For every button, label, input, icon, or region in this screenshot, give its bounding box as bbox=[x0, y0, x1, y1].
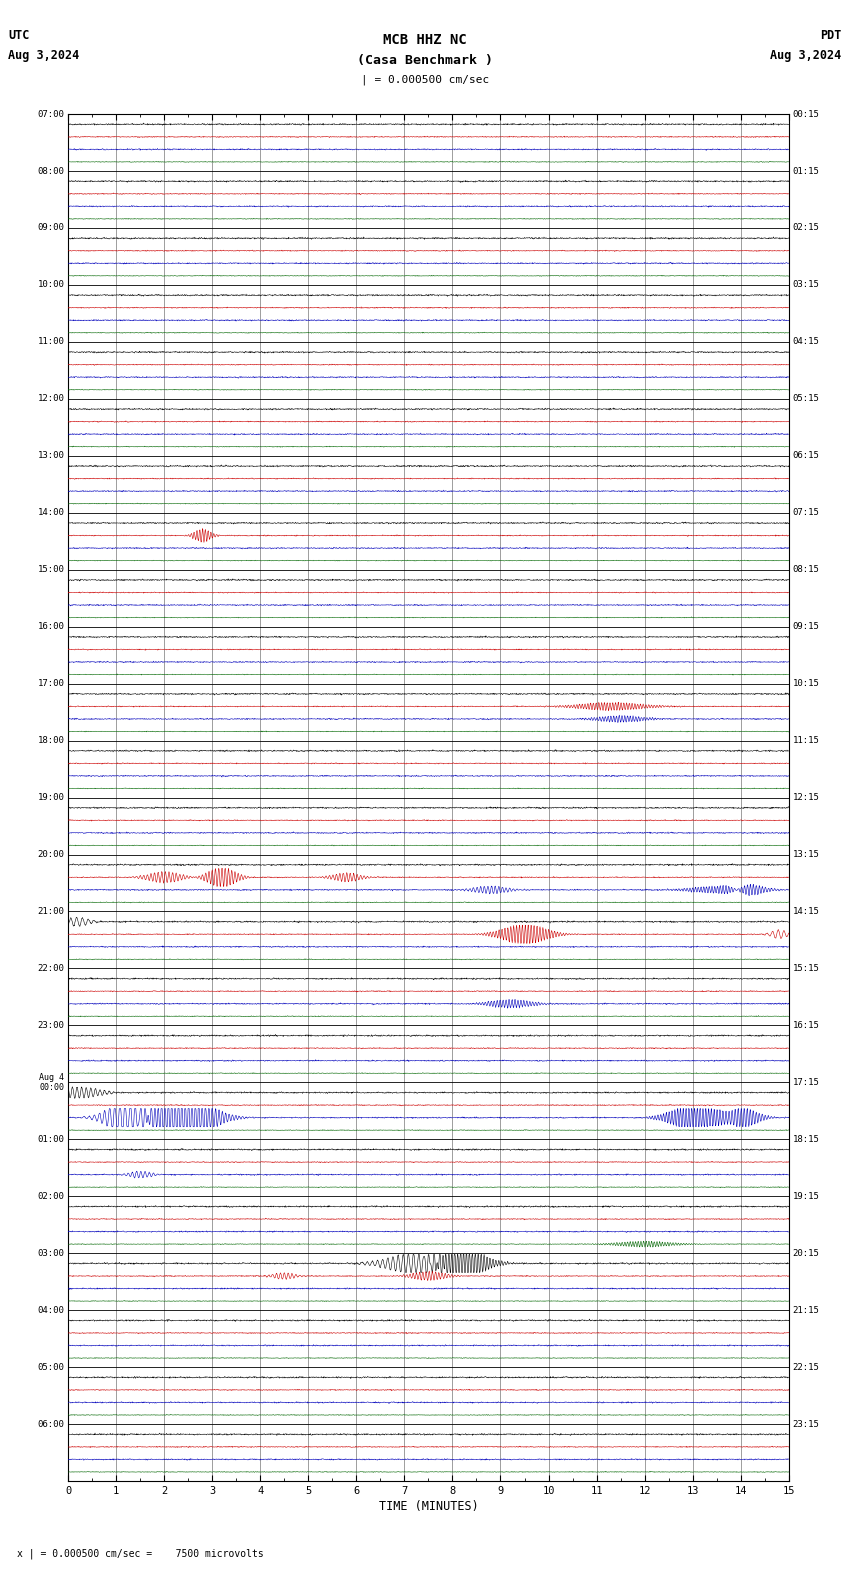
Text: 07:15: 07:15 bbox=[792, 508, 819, 518]
Text: 13:15: 13:15 bbox=[792, 851, 819, 859]
Text: x | = 0.000500 cm/sec =    7500 microvolts: x | = 0.000500 cm/sec = 7500 microvolts bbox=[17, 1548, 264, 1559]
Text: 09:00: 09:00 bbox=[37, 223, 65, 233]
Text: 12:00: 12:00 bbox=[37, 394, 65, 404]
Text: 08:15: 08:15 bbox=[792, 565, 819, 575]
Text: 19:15: 19:15 bbox=[792, 1191, 819, 1201]
Text: 09:15: 09:15 bbox=[792, 623, 819, 630]
Text: UTC: UTC bbox=[8, 29, 30, 41]
Text: 05:00: 05:00 bbox=[37, 1362, 65, 1372]
Text: 01:15: 01:15 bbox=[792, 166, 819, 176]
Text: 17:00: 17:00 bbox=[37, 680, 65, 687]
Text: 05:15: 05:15 bbox=[792, 394, 819, 404]
Text: 08:00: 08:00 bbox=[37, 166, 65, 176]
Text: 15:00: 15:00 bbox=[37, 565, 65, 575]
Text: 23:00: 23:00 bbox=[37, 1020, 65, 1030]
Text: 00:15: 00:15 bbox=[792, 109, 819, 119]
Text: 11:00: 11:00 bbox=[37, 337, 65, 347]
Text: 21:00: 21:00 bbox=[37, 908, 65, 916]
Text: Aug 4
00:00: Aug 4 00:00 bbox=[39, 1072, 65, 1091]
Text: 14:15: 14:15 bbox=[792, 908, 819, 916]
Text: 14:00: 14:00 bbox=[37, 508, 65, 518]
Text: 15:15: 15:15 bbox=[792, 965, 819, 973]
Text: 19:00: 19:00 bbox=[37, 794, 65, 802]
Text: 07:00: 07:00 bbox=[37, 109, 65, 119]
Text: 03:00: 03:00 bbox=[37, 1248, 65, 1258]
Text: PDT: PDT bbox=[820, 29, 842, 41]
Text: 01:00: 01:00 bbox=[37, 1134, 65, 1144]
Text: 02:15: 02:15 bbox=[792, 223, 819, 233]
Text: 17:15: 17:15 bbox=[792, 1077, 819, 1087]
Text: 16:00: 16:00 bbox=[37, 623, 65, 630]
Text: Aug 3,2024: Aug 3,2024 bbox=[8, 49, 80, 62]
Text: 16:15: 16:15 bbox=[792, 1020, 819, 1030]
Text: 21:15: 21:15 bbox=[792, 1305, 819, 1315]
Text: Aug 3,2024: Aug 3,2024 bbox=[770, 49, 842, 62]
Text: 18:15: 18:15 bbox=[792, 1134, 819, 1144]
Text: 22:00: 22:00 bbox=[37, 965, 65, 973]
Text: 18:00: 18:00 bbox=[37, 737, 65, 744]
Text: 22:15: 22:15 bbox=[792, 1362, 819, 1372]
Text: 06:00: 06:00 bbox=[37, 1419, 65, 1429]
X-axis label: TIME (MINUTES): TIME (MINUTES) bbox=[378, 1500, 479, 1513]
Text: 12:15: 12:15 bbox=[792, 794, 819, 802]
Text: 06:15: 06:15 bbox=[792, 451, 819, 461]
Text: MCB HHZ NC: MCB HHZ NC bbox=[383, 33, 467, 48]
Text: 04:00: 04:00 bbox=[37, 1305, 65, 1315]
Text: 03:15: 03:15 bbox=[792, 280, 819, 290]
Text: 20:00: 20:00 bbox=[37, 851, 65, 859]
Text: (Casa Benchmark ): (Casa Benchmark ) bbox=[357, 54, 493, 67]
Text: 04:15: 04:15 bbox=[792, 337, 819, 347]
Text: 11:15: 11:15 bbox=[792, 737, 819, 744]
Text: 20:15: 20:15 bbox=[792, 1248, 819, 1258]
Text: 10:00: 10:00 bbox=[37, 280, 65, 290]
Text: 02:00: 02:00 bbox=[37, 1191, 65, 1201]
Text: 13:00: 13:00 bbox=[37, 451, 65, 461]
Text: | = 0.000500 cm/sec: | = 0.000500 cm/sec bbox=[361, 74, 489, 86]
Text: 23:15: 23:15 bbox=[792, 1419, 819, 1429]
Text: 10:15: 10:15 bbox=[792, 680, 819, 687]
